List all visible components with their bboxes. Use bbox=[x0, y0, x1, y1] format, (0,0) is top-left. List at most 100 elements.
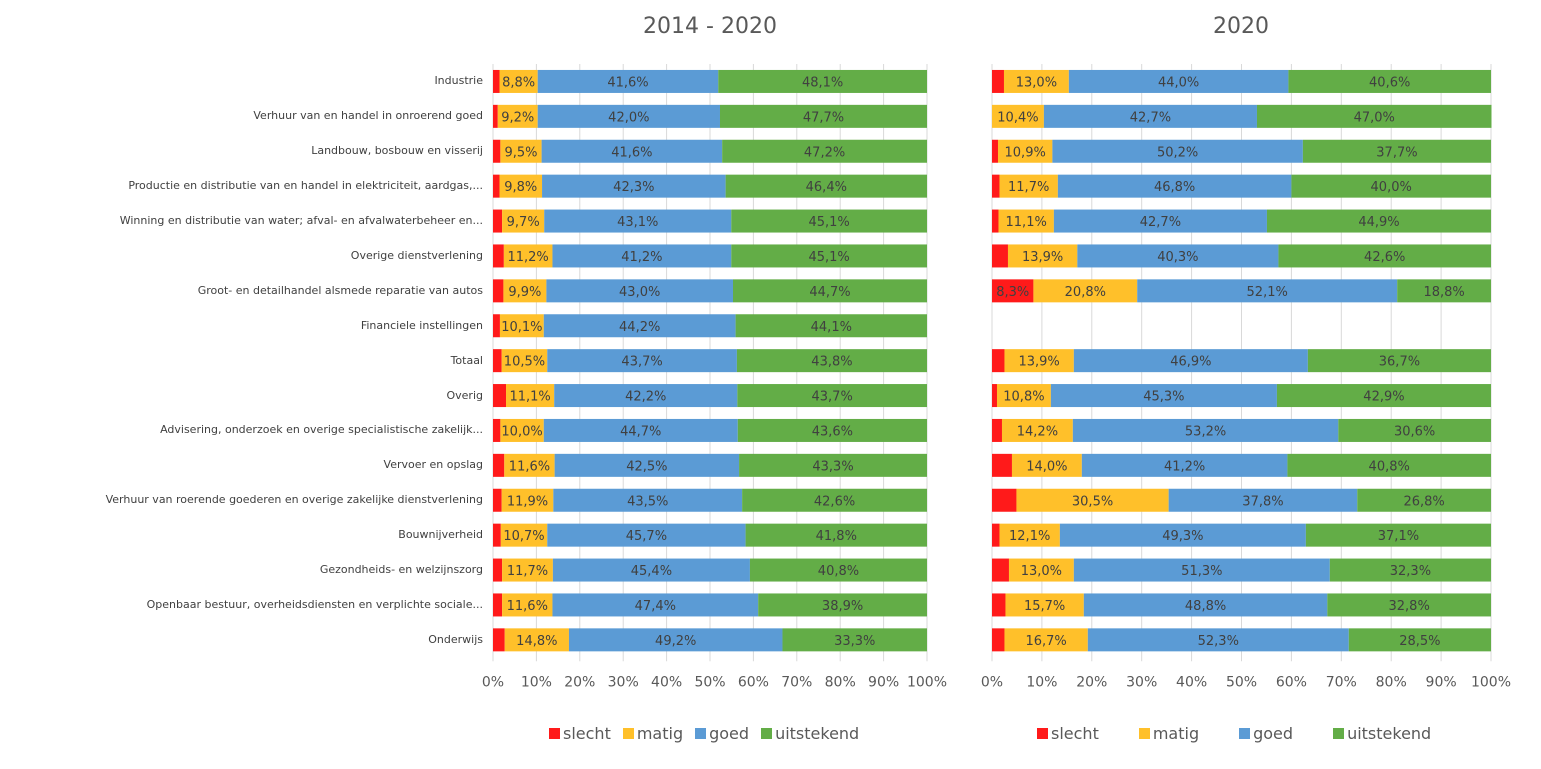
bar-segment-slecht bbox=[992, 523, 1000, 547]
bar-segment-uitstekend bbox=[1348, 628, 1491, 652]
x-tick-label: 10% bbox=[1026, 674, 1057, 690]
bar-segment-goed bbox=[543, 314, 736, 338]
data-label-matig: 9,5% bbox=[504, 145, 537, 160]
bar-segment-matig bbox=[500, 139, 542, 163]
x-tick-label: 20% bbox=[1076, 674, 1107, 690]
data-label-goed: 43,7% bbox=[621, 355, 662, 370]
bar-segment-slecht bbox=[493, 69, 500, 93]
bar-segment-uitstekend bbox=[736, 349, 927, 373]
bar-segment-uitstekend bbox=[1291, 174, 1491, 198]
legend-item-goed: goed bbox=[695, 724, 749, 743]
bar-segment-matig bbox=[1016, 488, 1169, 512]
bar-segment-slecht bbox=[992, 69, 1004, 93]
bar-segment-slecht bbox=[992, 488, 1017, 512]
bar-segment-slecht bbox=[992, 593, 1006, 617]
data-label-goed: 43,0% bbox=[619, 285, 660, 300]
x-tick-label: 60% bbox=[1276, 674, 1307, 690]
category-label: Groot- en detailhandel alsmede reparatie… bbox=[197, 283, 483, 297]
bar-segment-matig bbox=[501, 488, 554, 512]
bar-segment-matig bbox=[503, 244, 553, 268]
x-tick-label: 50% bbox=[1226, 674, 1257, 690]
bar-segment-slecht bbox=[493, 279, 504, 303]
bar-segment-goed bbox=[1077, 244, 1279, 268]
data-label-goed: 40,3% bbox=[1157, 250, 1198, 265]
data-label-uitstekend: 42,6% bbox=[1364, 250, 1405, 265]
data-label-uitstekend: 32,8% bbox=[1389, 599, 1430, 614]
data-label-goed: 45,3% bbox=[1143, 390, 1184, 405]
bar-segment-matig bbox=[506, 384, 555, 408]
bar-segment-goed bbox=[1073, 349, 1308, 373]
data-label-uitstekend: 28,5% bbox=[1399, 634, 1440, 649]
bar-segment-matig bbox=[997, 139, 1053, 163]
data-label-uitstekend: 47,0% bbox=[1354, 110, 1395, 125]
bar-segment-uitstekend bbox=[725, 174, 927, 198]
data-label-goed: 50,2% bbox=[1157, 145, 1198, 160]
bar-segment-uitstekend bbox=[1287, 453, 1491, 477]
bar-segment-matig bbox=[504, 453, 555, 477]
data-label-uitstekend: 44,7% bbox=[809, 285, 850, 300]
bar-segment-slecht bbox=[992, 558, 1009, 582]
category-label: Overige dienstverlening bbox=[350, 248, 483, 262]
bar-segment-matig bbox=[999, 523, 1060, 547]
bar-segment-matig bbox=[996, 384, 1051, 408]
category-label: Industrie bbox=[434, 74, 483, 88]
category-label: Totaal bbox=[450, 353, 483, 367]
data-label-matig: 15,7% bbox=[1024, 599, 1065, 614]
x-tick-label: 100% bbox=[907, 674, 947, 690]
legend-item-slecht: slecht bbox=[1037, 724, 1099, 743]
data-label-matig: 13,9% bbox=[1018, 355, 1059, 370]
bar-segment-goed bbox=[542, 174, 726, 198]
bar-segment-goed bbox=[1137, 279, 1398, 303]
bar-segment-matig bbox=[1004, 628, 1088, 652]
data-label-matig: 11,6% bbox=[509, 459, 550, 474]
bar-segment-goed bbox=[1052, 139, 1303, 163]
data-label-goed: 41,6% bbox=[611, 145, 652, 160]
data-label-matig: 13,9% bbox=[1022, 250, 1063, 265]
data-label-matig: 11,7% bbox=[507, 564, 548, 579]
data-label-uitstekend: 36,7% bbox=[1379, 355, 1420, 370]
bar-segment-goed bbox=[552, 244, 732, 268]
legend-swatch-matig bbox=[1138, 728, 1150, 739]
data-label-goed: 42,0% bbox=[608, 110, 649, 125]
bar-segment-matig bbox=[504, 628, 569, 652]
legend-swatch-uitstekend bbox=[761, 728, 773, 739]
bar-segment-goed bbox=[1053, 209, 1267, 233]
data-label-uitstekend: 46,4% bbox=[806, 180, 847, 195]
legend-swatch-slecht bbox=[549, 728, 560, 739]
bar-segment-uitstekend bbox=[1256, 104, 1492, 128]
x-tick-label: 20% bbox=[564, 674, 595, 690]
data-label-matig: 14,2% bbox=[1017, 424, 1058, 439]
bar-segment-matig bbox=[992, 104, 1044, 128]
bar-segment-matig bbox=[499, 69, 538, 93]
legend-label-goed: goed bbox=[1253, 724, 1294, 743]
data-label-uitstekend: 38,9% bbox=[822, 599, 863, 614]
data-label-uitstekend: 33,3% bbox=[834, 634, 875, 649]
bar-segment-matig bbox=[502, 593, 553, 617]
bar-segment-matig bbox=[1011, 453, 1082, 477]
bar-segment-goed bbox=[554, 384, 738, 408]
bar-segment-matig bbox=[500, 523, 548, 547]
legend-swatch-uitstekend bbox=[1333, 728, 1345, 739]
data-label-uitstekend: 30,6% bbox=[1394, 424, 1435, 439]
data-label-uitstekend: 42,9% bbox=[1363, 390, 1404, 405]
bar-segment-slecht bbox=[992, 453, 1012, 477]
data-label-uitstekend: 40,8% bbox=[818, 564, 859, 579]
category-label: Vervoer en opslag bbox=[383, 458, 483, 472]
bar-segment-matig bbox=[1008, 558, 1074, 582]
bar-segment-goed bbox=[568, 628, 783, 652]
bar-segment-slecht bbox=[493, 628, 505, 652]
data-label-goed: 51,3% bbox=[1181, 564, 1222, 579]
bar-segment-slecht bbox=[992, 174, 1000, 198]
data-label-matig: 20,8% bbox=[1065, 285, 1106, 300]
data-label-uitstekend: 40,6% bbox=[1369, 75, 1410, 90]
bar-segment-slecht bbox=[493, 349, 502, 373]
x-tick-label: 90% bbox=[1426, 674, 1457, 690]
bar-segment-uitstekend bbox=[733, 279, 927, 303]
data-label-matig: 10,8% bbox=[1003, 390, 1044, 405]
data-label-uitstekend: 32,3% bbox=[1390, 564, 1431, 579]
x-tick-label: 30% bbox=[608, 674, 639, 690]
x-tick-label: 40% bbox=[651, 674, 682, 690]
bar-segment-matig bbox=[499, 314, 544, 338]
bar-segment-matig bbox=[1005, 593, 1084, 617]
category-label: Financiele instellingen bbox=[360, 318, 483, 332]
